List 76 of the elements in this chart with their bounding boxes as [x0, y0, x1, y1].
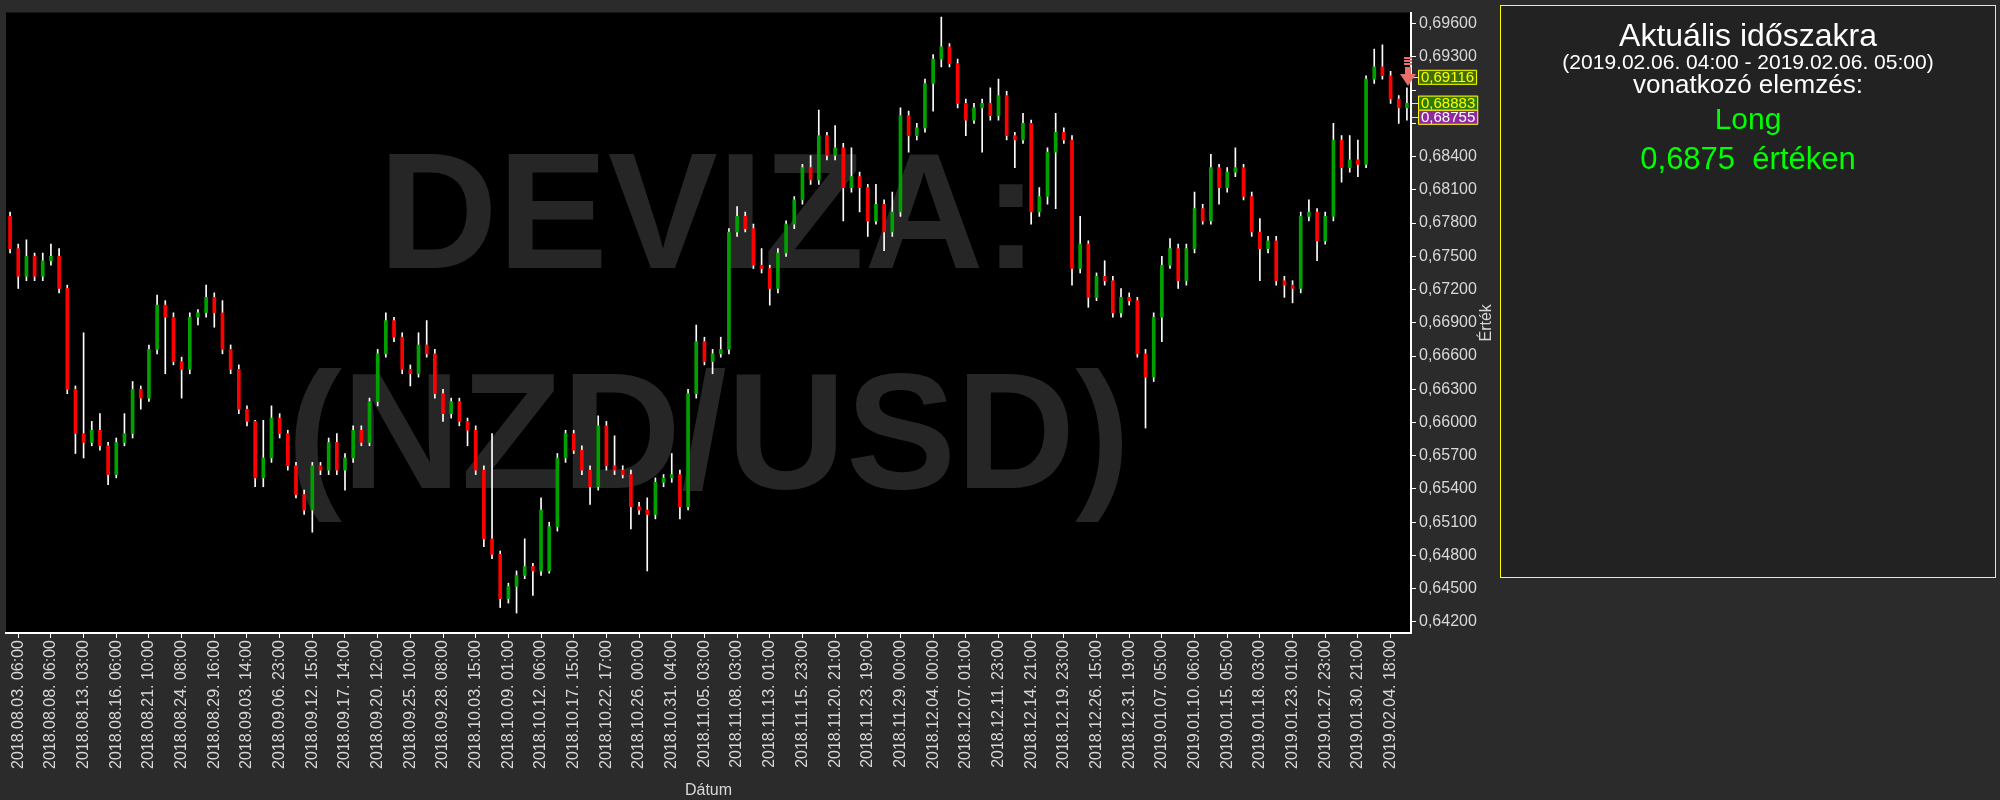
y-tick-label: 0,64500 [1419, 579, 1477, 597]
x-tick-label: 2018.10.09. 01:00 [498, 639, 516, 770]
y-tick-label: 0,67800 [1419, 213, 1477, 231]
text: 0,68755 [1421, 108, 1476, 126]
y-tick-label: 0,67500 [1419, 246, 1477, 264]
x-tick-label: 2018.12.14. 21:00 [1021, 639, 1039, 770]
x-tick-label: 2018.12.07. 01:00 [956, 639, 974, 770]
x-tick-label: 2018.09.06. 23:00 [270, 639, 288, 770]
y-tick-label: 0,66600 [1419, 346, 1477, 364]
x-tick-label: 2019.01.23. 01:00 [1282, 639, 1300, 770]
x-tick-label: 2018.08.24. 08:00 [172, 639, 190, 770]
x-axis-title: Dátum [684, 780, 733, 798]
x-tick-label: 2019.01.18. 03:00 [1250, 639, 1268, 770]
text: 0,6875 értéken [1640, 141, 1856, 176]
x-tick-label: 2018.10.22. 17:00 [596, 639, 614, 770]
x-tick-label: 2018.11.20. 21:00 [825, 639, 843, 768]
x-tick-label: 2018.09.17. 14:00 [335, 639, 353, 770]
x-tick-label: 2019.01.27. 23:00 [1315, 639, 1333, 770]
x-tick-label: 2018.08.16. 06:00 [106, 639, 124, 770]
text: 0,69116 [1421, 68, 1475, 86]
x-tick-label: 2018.12.19. 23:00 [1054, 639, 1072, 770]
y-axis-title: Érték [1476, 303, 1495, 342]
y-tick-label: 0,64800 [1419, 545, 1477, 563]
y-tick-label: 0,69300 [1419, 47, 1477, 65]
text: Aktuális időszakra [1619, 17, 1877, 53]
x-tick-label: 2018.12.04. 00:00 [923, 639, 941, 770]
x-tick-label: 2018.09.03. 14:00 [237, 639, 255, 770]
x-tick-label: 2018.08.03. 06:00 [8, 639, 26, 770]
y-tick-label: 0,66900 [1419, 313, 1477, 331]
candlestick [522, 538, 527, 580]
y-tick-label: 0,66000 [1419, 412, 1477, 430]
x-tick-label: 2018.11.23. 19:00 [858, 639, 876, 768]
y-tick-label: 0,65700 [1419, 446, 1477, 464]
x-tick-label: 2018.08.21. 10:00 [139, 639, 157, 770]
x-tick-label: 2018.12.11. 23:00 [988, 639, 1006, 768]
candlestick [939, 16, 944, 68]
y-tick-label: 0,64200 [1419, 612, 1477, 630]
y-tick-label: 0,67200 [1419, 279, 1477, 297]
x-tick-label: 2018.12.31. 19:00 [1119, 639, 1137, 770]
candlestick [1307, 199, 1311, 222]
x-tick-label: 2018.10.03. 15:00 [466, 639, 484, 770]
x-tick-label: 2019.01.15. 05:00 [1217, 639, 1235, 770]
y-tick-label: 0,69600 [1419, 14, 1477, 32]
x-tick-label: 2019.01.07. 05:00 [1152, 639, 1170, 770]
candlestick [49, 243, 53, 266]
x-tick-label: 2018.11.08. 03:00 [727, 639, 745, 768]
x-tick-label: 2018.11.05. 03:00 [694, 639, 712, 768]
y-tick-label: 0,65400 [1419, 479, 1477, 497]
x-tick-label: 2018.09.25. 10:00 [400, 639, 418, 770]
candlestick [531, 562, 535, 596]
candlestick [1347, 135, 1352, 173]
x-tick-label: 2018.08.29. 16:00 [204, 639, 222, 770]
x-tick-label: 2018.09.12. 15:00 [302, 639, 320, 770]
y-tick-label: 0,66300 [1419, 379, 1477, 397]
text: 0,68883 [1421, 94, 1476, 112]
x-tick-label: 2019.02.04. 18:00 [1380, 639, 1398, 770]
x-tick-label: 2018.10.26. 00:00 [629, 639, 647, 770]
x-tick-label: 2018.10.12. 06:00 [531, 639, 549, 770]
x-tick-label: 2018.09.20. 12:00 [368, 639, 386, 770]
x-tick-label: 2019.01.30. 21:00 [1348, 639, 1366, 770]
x-tick-label: 2018.08.08. 06:00 [41, 639, 59, 770]
x-tick-label: 2018.08.13. 03:00 [74, 639, 92, 770]
x-tick-label: 2018.10.17. 15:00 [564, 639, 582, 770]
candlestick [163, 300, 168, 375]
text: Long [1714, 102, 1782, 135]
y-tick-label: 0,65100 [1419, 512, 1477, 530]
y-tick-label: 0,68400 [1419, 147, 1477, 165]
x-tick-label: 2018.11.15. 23:00 [792, 639, 810, 768]
x-tick-label: 2018.11.13. 01:00 [760, 639, 778, 768]
x-tick-label: 2018.09.28. 08:00 [433, 639, 451, 770]
x-tick-label: 2018.12.26. 15:00 [1086, 639, 1104, 770]
x-tick-label: 2019.01.10. 06:00 [1184, 639, 1202, 770]
y-tick-label: 0,68100 [1419, 180, 1477, 198]
x-tick-label: 2018.11.29. 00:00 [890, 639, 908, 768]
candlestick [1356, 139, 1360, 177]
x-tick-label: 2018.10.31. 04:00 [662, 639, 680, 770]
